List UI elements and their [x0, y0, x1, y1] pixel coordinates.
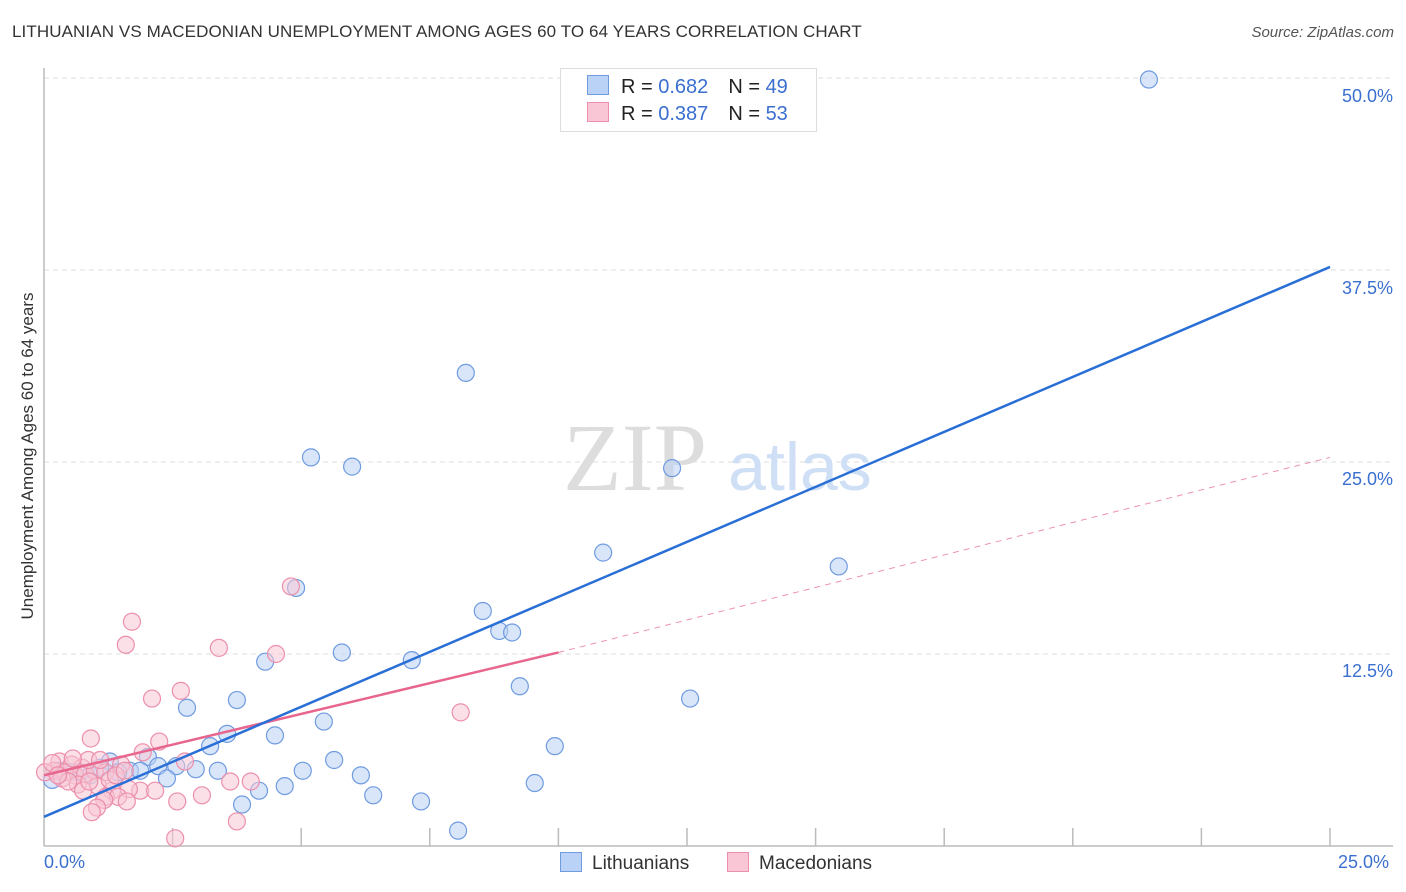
legend-item-macedonians: Macedonians [727, 852, 872, 875]
r-value: 0.682 [658, 76, 709, 98]
y-tick-label: 12.5% [1341, 661, 1393, 681]
macedonian-point [209, 638, 228, 657]
lithuanian-point [177, 698, 197, 717]
chart-source: Source: ZipAtlas.com [1251, 24, 1394, 41]
r-value: 0.387 [658, 103, 709, 125]
lithuanian-point [525, 773, 544, 793]
lithuanian-point [265, 726, 285, 745]
r-label: R = [621, 76, 659, 98]
lithuanian-point [473, 601, 492, 621]
y-tick-label: 37.5% [1341, 278, 1393, 298]
legend-row-macedonians: R = 0.387 N = 53 [587, 102, 788, 126]
lithuanian-point [232, 795, 252, 814]
macedonian-point [122, 612, 142, 631]
n-value: 53 [765, 103, 788, 125]
lithuanian-point [829, 557, 848, 576]
legend-swatch-blue [560, 852, 582, 872]
macedonian-point [81, 729, 100, 748]
lithuanian-point [293, 761, 312, 780]
macedonian-point [168, 792, 187, 811]
macedonian-trend-extension [558, 456, 1331, 653]
lithuanian-point [227, 690, 246, 710]
lithuanian-point [314, 712, 333, 731]
n-value: 49 [765, 76, 788, 98]
axes [43, 68, 1393, 847]
macedonian-point [63, 749, 82, 768]
chart-title: LITHUANIAN VS MACEDONIAN UNEMPLOYMENT AM… [12, 22, 862, 41]
x-tick-label: 0.0% [44, 852, 86, 872]
lithuanian-point [662, 459, 682, 478]
lithuanian-point [351, 766, 370, 785]
lithuanian-point [301, 448, 321, 467]
lithuanian-point [456, 363, 475, 383]
watermark-zip: ZIP [563, 404, 707, 511]
legend-item-lithuanians: Lithuanians [560, 852, 689, 875]
y-tick-label: 50.0% [1341, 86, 1393, 106]
macedonian-point [142, 689, 162, 708]
macedonian-point [117, 792, 136, 811]
macedonian-point [116, 635, 135, 654]
lithuanian-point [411, 792, 431, 811]
macedonian-point [171, 681, 190, 700]
lithuanian-point [594, 543, 613, 562]
legend-swatch-blue [587, 75, 609, 95]
macedonian-trend-line [43, 651, 559, 777]
legend-swatch-pink [727, 852, 749, 872]
macedonian-point [241, 772, 260, 791]
macedonian-point [166, 829, 185, 848]
lithuanian-point [157, 769, 177, 788]
grid [44, 77, 1393, 655]
n-label: N = [728, 103, 766, 125]
macedonian-point [281, 577, 301, 596]
lithuanian-point [448, 821, 468, 840]
lithuanian-point [503, 623, 522, 642]
macedonian-point [192, 786, 212, 805]
n-label: N = [728, 76, 766, 98]
legend-swatch-pink [587, 102, 609, 122]
lithuanian-point [332, 643, 351, 662]
legend: R = 0.682 N = 49 R = 0.387 N = 53 [560, 68, 817, 132]
y-tick-label: 25.0% [1341, 469, 1393, 489]
lithuanian-point [325, 750, 344, 770]
x-tick-label: 25.0% [1338, 852, 1390, 872]
macedonian-point [146, 781, 165, 800]
lithuanian-point [510, 677, 529, 696]
macedonian-point [80, 772, 99, 791]
macedonian-point [266, 644, 286, 664]
points [35, 70, 1159, 848]
macedonian-point [221, 772, 240, 791]
lithuanian-point [1139, 70, 1159, 89]
lithuanian-point [275, 776, 294, 796]
legend-row-lithuanians: R = 0.682 N = 49 [587, 75, 788, 99]
macedonian-point [451, 703, 470, 722]
r-label: R = [621, 103, 659, 125]
macedonian-point [82, 803, 101, 822]
lithuanian-point [343, 457, 362, 476]
macedonian-point [115, 761, 134, 780]
trend-lines [43, 265, 1331, 818]
lithuanian-point [364, 786, 383, 805]
lithuanian-point [680, 689, 700, 708]
series-name: Lithuanians [592, 853, 690, 874]
macedonian-point [227, 812, 246, 831]
lithuanian-trend-line [43, 265, 1331, 818]
lithuanian-point [208, 761, 227, 780]
lithuanian-point [545, 737, 564, 756]
series-name: Macedonians [759, 853, 873, 874]
